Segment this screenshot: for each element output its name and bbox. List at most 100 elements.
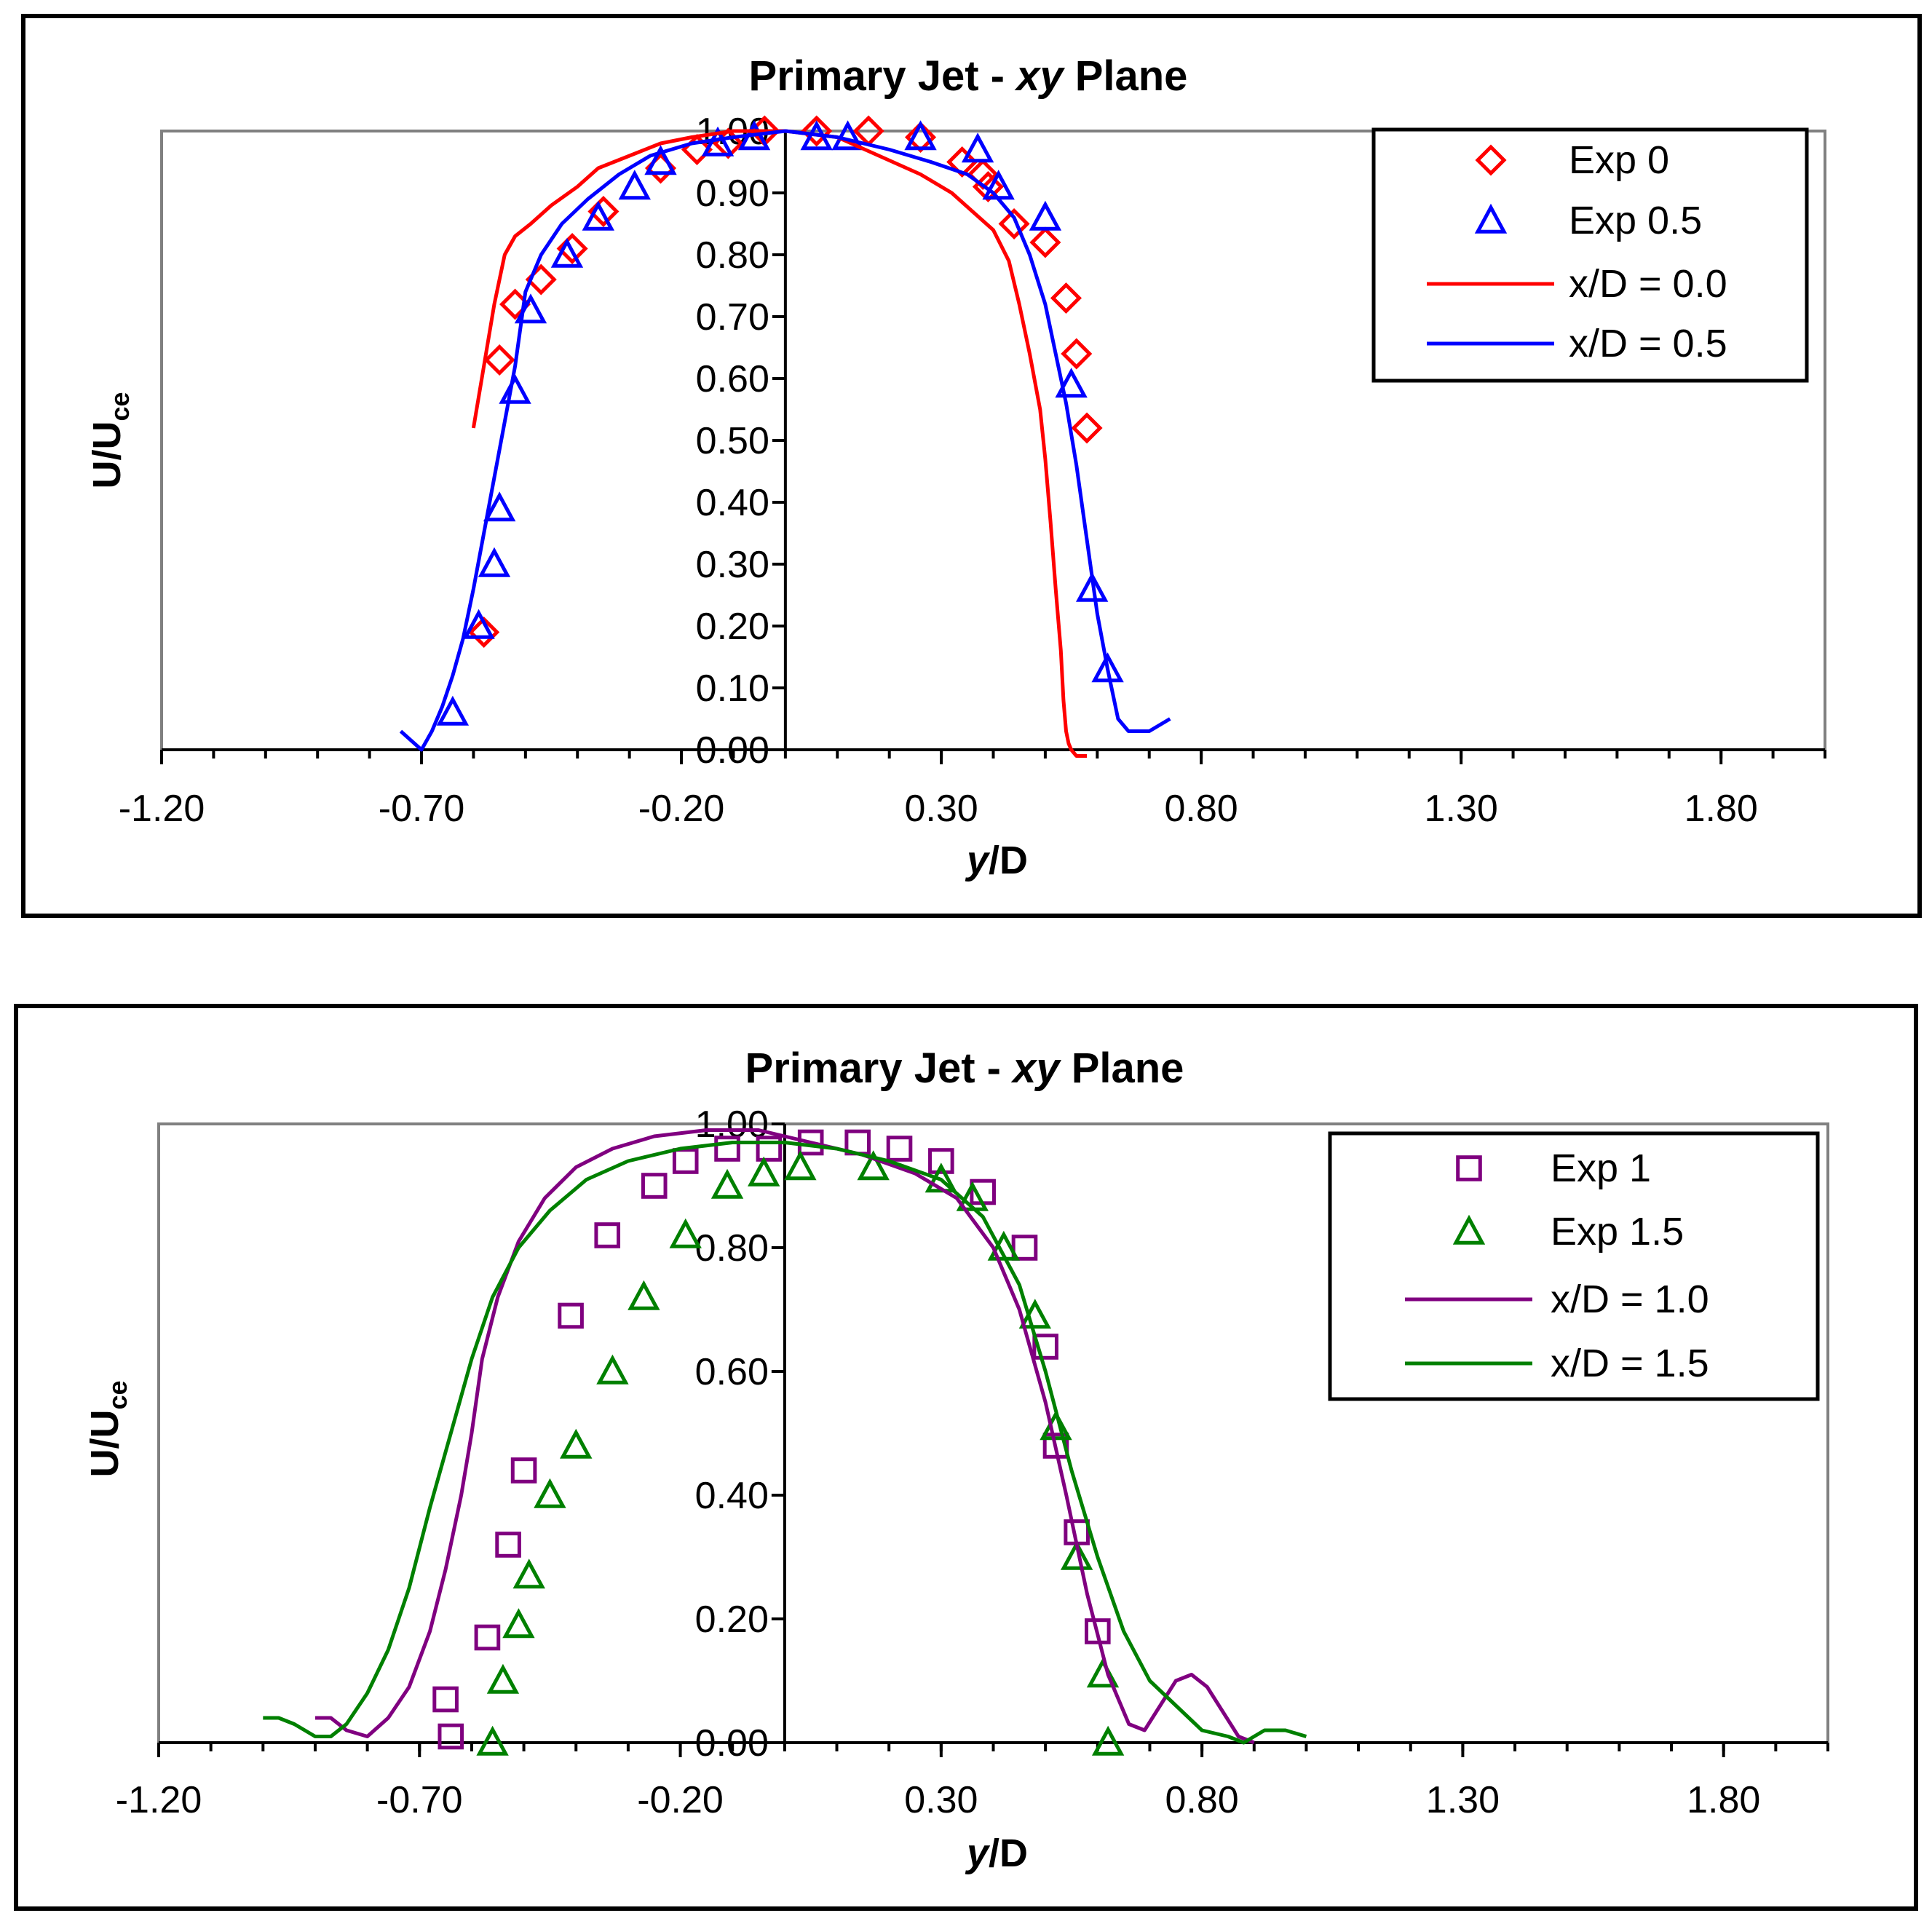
data-point [904, 121, 937, 154]
data-point [534, 1478, 566, 1508]
data-point [550, 237, 584, 268]
legend-swatch [1452, 1214, 1486, 1245]
data-point [483, 491, 516, 522]
data-point [436, 695, 470, 726]
data-point [831, 120, 864, 151]
data-point [1050, 282, 1082, 314]
y-tick-label: 0.70 [696, 296, 769, 338]
y-tick-label: 0.20 [696, 606, 769, 648]
data-point [644, 145, 677, 175]
data-point [1061, 338, 1093, 370]
data-point [886, 1136, 913, 1162]
legend-item: Exp 1 [1456, 1146, 1651, 1190]
legend-swatch [1475, 144, 1507, 176]
legend-label: x/D = 1.5 [1551, 1342, 1709, 1385]
data-point [1085, 1618, 1111, 1644]
x-tick-label: -0.20 [638, 788, 725, 830]
data-point [510, 1457, 537, 1484]
data-point [438, 1723, 464, 1750]
data-point [627, 1280, 660, 1310]
data-point [495, 1532, 521, 1558]
y-tick-label: 0.20 [695, 1599, 769, 1641]
y-tick-label: 0.10 [696, 668, 769, 710]
legend-label: Exp 0 [1569, 138, 1669, 182]
data-point [961, 132, 994, 163]
data-point [857, 1150, 890, 1181]
x-tick-label: 0.80 [1165, 1779, 1239, 1821]
data-point [1029, 200, 1062, 231]
legend-item: x/D = 1.5 [1405, 1342, 1709, 1385]
legend-item: x/D = 0.5 [1427, 322, 1727, 365]
y-tick-label: 0.80 [696, 234, 769, 277]
data-point [483, 344, 515, 376]
y-tick-label: 0.80 [695, 1227, 769, 1270]
data-point [594, 1222, 621, 1248]
x-axis-label: y/D [965, 839, 1028, 882]
legend-label: Exp 1.5 [1551, 1210, 1684, 1253]
data-point [928, 1148, 954, 1174]
data-point [998, 207, 1030, 240]
legend-label: x/D = 0.0 [1569, 262, 1727, 306]
data-point [1011, 1235, 1038, 1261]
data-point [502, 1608, 535, 1639]
series-exp-0-5 [436, 120, 1124, 726]
data-point [641, 1173, 668, 1199]
data-point [558, 1302, 584, 1329]
data-point [669, 1218, 702, 1248]
legend-box [1371, 127, 1809, 383]
data-point [512, 1558, 545, 1589]
legend-swatch [1474, 203, 1508, 234]
data-point [462, 609, 495, 639]
series-x-d-1-0 [315, 1128, 1255, 1745]
legend-label: x/D = 1.0 [1551, 1278, 1709, 1321]
x-tick-label: 1.30 [1426, 1779, 1500, 1821]
legend-swatch [1456, 1155, 1482, 1181]
legend: Exp 0 Exp 0.5 x/D = 0.0 x/D = 0.5 [1371, 127, 1809, 383]
data-point [672, 1148, 699, 1174]
legend: Exp 1 Exp 1.5 x/D = 1.0 x/D = 1.5 [1328, 1131, 1820, 1401]
x-tick-label: -0.70 [376, 1779, 463, 1821]
legend-items: Exp 0 Exp 0.5 x/D = 0.0 x/D = 0.5 [1427, 138, 1727, 365]
data-point [710, 1168, 744, 1199]
data-point [1075, 571, 1109, 602]
series-exp-1 [432, 1129, 1111, 1750]
x-axis-label: y/D [965, 1831, 1028, 1875]
y-axis-label: U/Uce [85, 392, 135, 488]
x-tick-label: 0.80 [1165, 788, 1238, 830]
data-point [801, 115, 833, 147]
series-x-d-0-5 [399, 129, 1171, 752]
data-point [1071, 412, 1103, 444]
data-point [714, 1136, 740, 1162]
series-line [263, 1141, 1307, 1745]
data-point [1032, 1334, 1058, 1360]
x-tick-label: 0.30 [904, 1779, 978, 1821]
series-line [399, 129, 1171, 752]
data-point [1091, 652, 1124, 683]
legend-items: Exp 1 Exp 1.5 x/D = 1.0 x/D = 1.5 [1405, 1146, 1709, 1385]
y-tick-label: 0.40 [696, 482, 769, 524]
y-tick-label: 0.50 [696, 420, 769, 462]
data-point [1060, 1540, 1093, 1570]
y-tick-label: 0.60 [696, 358, 769, 400]
data-point [556, 232, 588, 265]
legend-item: Exp 0.5 [1474, 199, 1702, 242]
x-tick-label: -0.70 [379, 788, 465, 830]
x-tick-label: 0.30 [904, 788, 978, 830]
chart-panel-bottom: Primary Jet - xy Plane y/D U/Uce -1.20 -0… [14, 1004, 1918, 1911]
series-line [315, 1128, 1255, 1745]
data-point [1029, 226, 1061, 258]
y-tick-label: 0.30 [696, 544, 769, 586]
legend-item: Exp 0 [1475, 138, 1669, 182]
y-axis-label: U/Uce [83, 1380, 132, 1477]
legend-label: Exp 1 [1551, 1146, 1651, 1190]
chart-title: Primary Jet - xy Plane [745, 1045, 1184, 1092]
legend-box [1328, 1131, 1820, 1401]
data-point [946, 146, 978, 178]
series-x-d-1-5 [263, 1141, 1307, 1745]
x-tick-label: 1.80 [1687, 1779, 1760, 1821]
data-point [476, 1725, 509, 1756]
data-point [748, 1156, 780, 1187]
data-point [1055, 368, 1088, 398]
data-point [478, 547, 511, 577]
